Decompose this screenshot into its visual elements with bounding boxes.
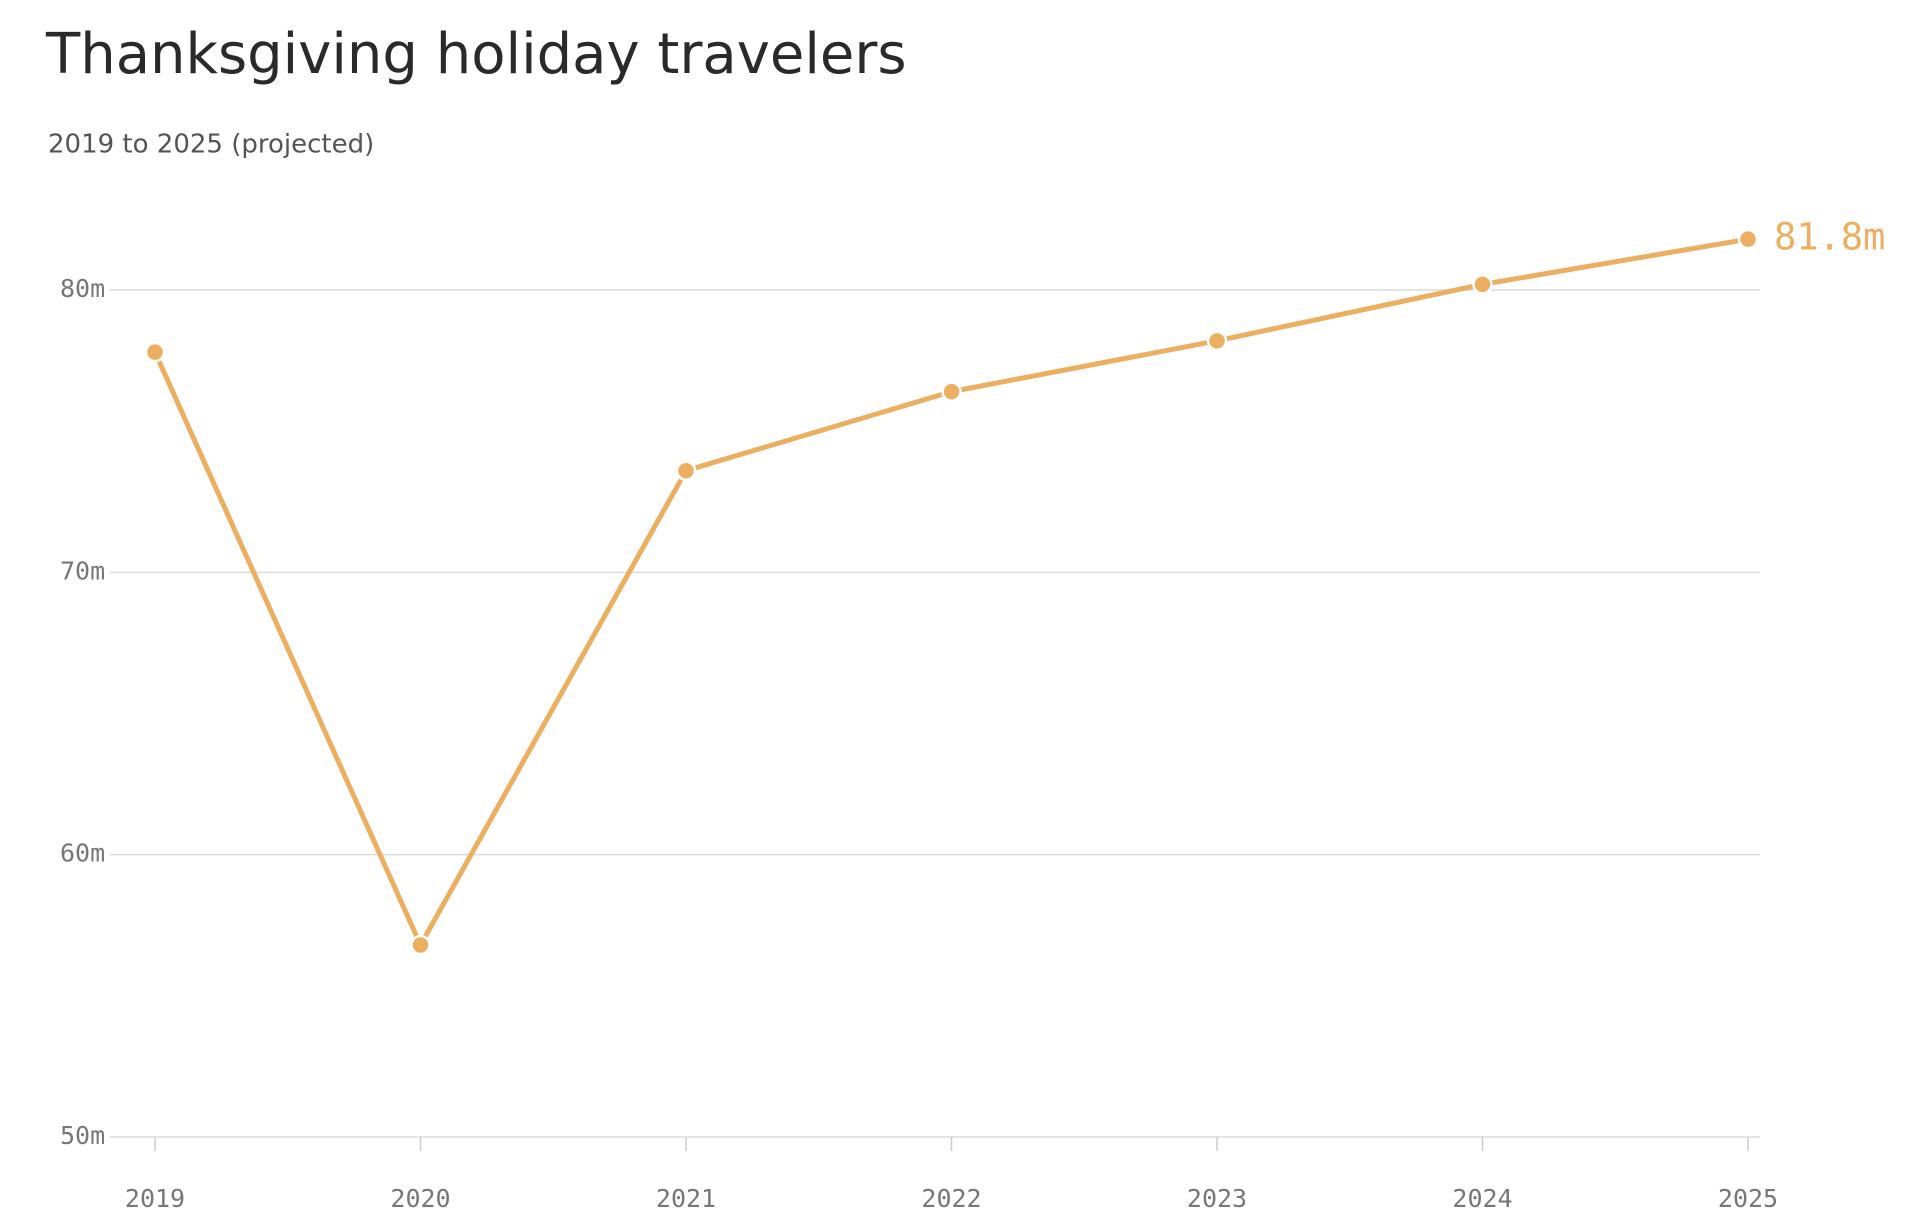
x-tick-label: 2020 xyxy=(390,1184,450,1213)
point xyxy=(1737,228,1759,250)
y-tick-label: 80m xyxy=(60,274,105,303)
x-tick-label: 2019 xyxy=(125,1184,185,1213)
line xyxy=(152,236,1749,948)
x-tick-label: 2022 xyxy=(921,1184,981,1213)
y-tick-label: 50m xyxy=(60,1121,105,1150)
x-tick-label: 2024 xyxy=(1452,1184,1512,1213)
x-tick-label: 2021 xyxy=(656,1184,716,1213)
y-tick-label: 70m xyxy=(60,556,105,585)
x-tick-label: 2023 xyxy=(1187,1184,1247,1213)
value-label: 81.8m xyxy=(1774,216,1885,259)
point xyxy=(1206,330,1228,352)
point xyxy=(410,934,431,956)
x-tick-label: 2025 xyxy=(1718,1184,1778,1213)
point xyxy=(675,460,697,481)
point xyxy=(1472,274,1493,295)
y-tick-label: 60m xyxy=(60,839,105,868)
point xyxy=(144,341,166,363)
chart-subtitle: 2019 to 2025 (projected) xyxy=(48,130,374,160)
point xyxy=(941,381,962,402)
chart-title: Thanksgiving holiday travelers xyxy=(45,22,907,87)
